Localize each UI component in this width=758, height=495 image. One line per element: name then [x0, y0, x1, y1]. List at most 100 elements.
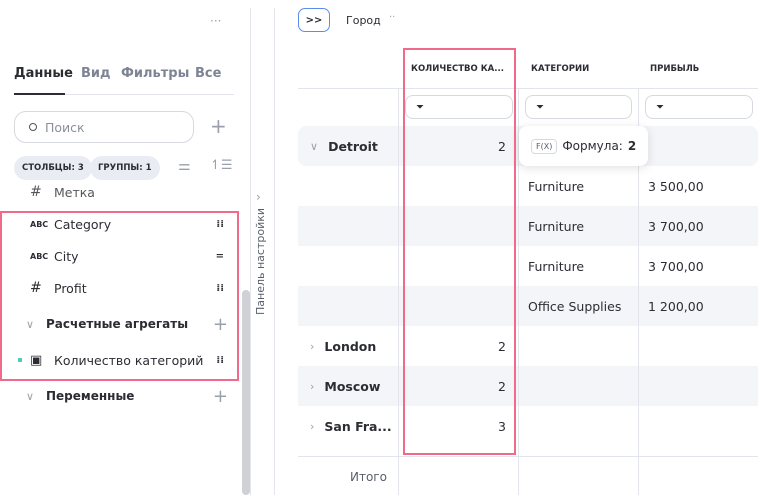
- settings-sliders-icon[interactable]: ⚌: [178, 158, 191, 174]
- panel-divider: [274, 8, 275, 495]
- section-aggregates[interactable]: ∨ Расчетные агрегаты +: [0, 308, 238, 340]
- tab-view[interactable]: Вид: [81, 66, 111, 81]
- total-label: Итого: [350, 470, 387, 484]
- filter-category[interactable]: ⏷: [525, 95, 632, 119]
- tab-data[interactable]: Данные: [14, 66, 73, 81]
- group-name: Moscow: [324, 378, 381, 394]
- aggregate-item[interactable]: ▣ Количество категорий ⁞⁞: [0, 344, 238, 376]
- column-header-category[interactable]: КАТЕГОРИИ: [531, 64, 590, 74]
- group-name: London: [324, 338, 377, 354]
- field-metka[interactable]: # Метка: [0, 180, 238, 208]
- drag-handle-icon[interactable]: ⁞⁞: [216, 282, 224, 294]
- filter-icon: ⏷: [536, 101, 544, 113]
- search-icon: [29, 123, 37, 131]
- field-category[interactable]: ABC Category ⁞⁞: [0, 208, 238, 240]
- count-cell: 2: [498, 378, 506, 394]
- group-cell: › London: [298, 339, 398, 354]
- group-row[interactable]: › London 2: [298, 326, 758, 366]
- filter-count[interactable]: ⏷: [405, 95, 513, 119]
- add-field-button[interactable]: +: [210, 114, 227, 138]
- category-cell: Furniture: [528, 178, 585, 194]
- group-cell: ∨ Detroit: [298, 139, 398, 154]
- table-row[interactable]: Furniture 3 700,00: [298, 246, 758, 286]
- group-row[interactable]: › San Fra... 3: [298, 406, 758, 446]
- number-icon: #: [30, 280, 42, 296]
- columns-chip[interactable]: СТОЛБЦЫ: 3: [14, 156, 92, 180]
- highlight-box-column: [403, 48, 516, 455]
- tabs-divider: [14, 94, 234, 95]
- column-header-count[interactable]: КОЛИЧЕСТВО КА...: [411, 64, 504, 74]
- table-row[interactable]: Furniture 3 700,00: [298, 206, 758, 246]
- formula-tooltip: F(X) Формула: 2: [519, 126, 648, 166]
- header-divider: [298, 88, 758, 89]
- count-cell: 2: [498, 138, 506, 154]
- profit-cell: 1 200,00: [648, 298, 704, 314]
- chevron-down-icon: ∨: [26, 389, 35, 403]
- search-placeholder: Поиск: [45, 119, 85, 135]
- field-city[interactable]: ABC City =: [0, 240, 238, 272]
- count-cell: 2: [498, 338, 506, 354]
- chevron-right-icon[interactable]: ›: [310, 379, 315, 393]
- search-input[interactable]: Поиск: [14, 111, 194, 143]
- text-type-icon: ABC: [30, 219, 49, 229]
- calculator-icon: ▣: [30, 352, 43, 368]
- group-name: Detroit: [328, 138, 378, 154]
- chevron-down-icon: ∨: [26, 317, 35, 331]
- tab-all[interactable]: Все: [195, 66, 222, 81]
- table-row[interactable]: Furniture 3 500,00: [298, 166, 758, 206]
- field-label: Category: [54, 216, 112, 232]
- group-cell: › San Fra...: [298, 419, 398, 434]
- tooltip-label: Формула:: [562, 139, 623, 153]
- sidebar-scrollbar[interactable]: [242, 290, 250, 495]
- count-cell: 3: [498, 418, 506, 434]
- text-type-icon: ABC: [30, 251, 49, 261]
- field-profit[interactable]: # Profit ⁞⁞: [0, 272, 238, 304]
- column-divider: [398, 88, 399, 495]
- category-cell: Furniture: [528, 258, 585, 274]
- more-menu-button[interactable]: ···: [210, 14, 222, 28]
- filter-profit[interactable]: ⏷: [645, 95, 753, 119]
- total-divider: [298, 456, 758, 457]
- field-label: Количество категорий: [54, 352, 204, 368]
- status-dot: [18, 358, 22, 362]
- highlight-box-fields: [0, 211, 239, 381]
- tab-filters[interactable]: Фильтры: [121, 66, 190, 81]
- chevron-right-icon[interactable]: ›: [310, 419, 315, 433]
- drag-handle-icon[interactable]: ⁞⁞: [216, 218, 224, 230]
- field-list: # Метка ABC Category ⁞⁞ ABC City = # Profit ⁞⁞ …: [0, 180, 240, 495]
- drag-handle-icon[interactable]: =: [215, 250, 224, 262]
- group-cell: › Moscow: [298, 379, 398, 394]
- group-row[interactable]: › Moscow 2: [298, 366, 758, 406]
- add-variable-button[interactable]: +: [212, 385, 228, 407]
- sort-icon[interactable]: ↿☰: [210, 158, 233, 173]
- collapsed-settings-panel[interactable]: Панель настройки: [254, 207, 267, 315]
- number-icon: #: [30, 184, 42, 200]
- group-label[interactable]: Город: [346, 14, 381, 27]
- profit-cell: 3 500,00: [648, 178, 704, 194]
- group-name: San Fra...: [324, 418, 392, 434]
- filter-icon: ⏷: [416, 101, 424, 113]
- table-row[interactable]: Office Supplies 1 200,00: [298, 286, 758, 326]
- column-divider: [638, 88, 639, 495]
- chevron-right-icon[interactable]: ›: [310, 339, 315, 353]
- field-label: Метка: [54, 184, 95, 200]
- drag-handle-icon[interactable]: ⁞⁞: [216, 354, 224, 366]
- section-title: Расчетные агрегаты: [46, 317, 189, 331]
- column-divider: [518, 88, 519, 495]
- section-variables[interactable]: ∨ Переменные +: [0, 380, 238, 412]
- category-cell: Furniture: [528, 218, 585, 234]
- add-aggregate-button[interactable]: +: [212, 313, 228, 335]
- profit-cell: 3 700,00: [648, 258, 704, 274]
- expand-panel-chevron-icon[interactable]: ›: [256, 190, 261, 204]
- profit-cell: 3 700,00: [648, 218, 704, 234]
- chevron-down-icon[interactable]: ∨: [310, 139, 319, 153]
- groups-chip[interactable]: ГРУППЫ: 1: [90, 156, 160, 180]
- tooltip-value: 2: [627, 139, 637, 153]
- filter-icon: ⏷: [656, 101, 664, 113]
- tab-active-indicator: [14, 93, 65, 95]
- group-more-icon[interactable]: ··: [389, 12, 396, 23]
- field-label: Profit: [54, 280, 87, 296]
- field-label: City: [54, 248, 79, 264]
- expand-button[interactable]: >>: [298, 8, 330, 32]
- column-header-profit[interactable]: ПРИБЫЛЬ: [650, 64, 700, 74]
